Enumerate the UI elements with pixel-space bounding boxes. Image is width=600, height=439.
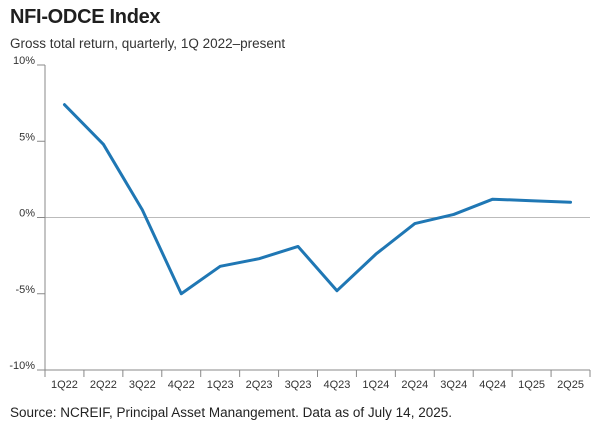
x-tick-label: 2Q24 — [401, 379, 428, 391]
x-tick-label: 4Q22 — [168, 379, 195, 391]
x-tick-label: 1Q23 — [207, 379, 234, 391]
data-point — [63, 103, 66, 106]
data-point — [102, 143, 105, 146]
x-tick-label: 1Q25 — [518, 379, 545, 391]
y-tick-label: -10% — [9, 360, 35, 372]
axes: 10% 5% 0% -5% -10% 1Q22 2Q22 3Q22 4Q22 1Q23 2Q23 3Q… — [9, 55, 591, 391]
y-tick-label: 10% — [13, 55, 35, 67]
series-line — [62, 103, 573, 296]
chart-title: NFI-ODCE Index — [10, 6, 161, 28]
data-point — [530, 199, 533, 202]
data-point — [569, 201, 572, 204]
data-point — [413, 222, 417, 225]
x-tick-label: 4Q24 — [479, 379, 506, 391]
x-tick-label: 2Q22 — [90, 379, 117, 391]
x-tick-label: 2Q23 — [246, 379, 273, 391]
x-tick-label: 3Q24 — [440, 379, 467, 391]
data-point — [374, 252, 378, 256]
data-point — [141, 208, 144, 212]
x-tick-label: 2Q25 — [557, 379, 584, 391]
chart-subtitle: Gross total return, quarterly, 1Q 2022–p… — [10, 36, 286, 51]
x-tick-label: 1Q24 — [362, 379, 389, 391]
data-point — [335, 289, 339, 292]
data-point — [296, 245, 300, 248]
data-point — [218, 265, 222, 268]
data-point — [452, 213, 455, 216]
y-tick-label: 5% — [19, 131, 35, 143]
y-tick-label: -5% — [15, 284, 35, 296]
data-point — [180, 292, 183, 295]
x-tick-label: 1Q22 — [51, 379, 78, 391]
data-point — [257, 257, 261, 260]
data-point — [491, 198, 494, 201]
x-tick-label: 4Q23 — [324, 379, 351, 391]
x-tick-label: 3Q22 — [129, 379, 156, 391]
series-layer — [62, 103, 573, 296]
y-tick-label: 0% — [19, 208, 35, 220]
source-note: Source: NCREIF, Principal Asset Manangem… — [10, 405, 452, 420]
x-tick-label: 3Q23 — [285, 379, 312, 391]
